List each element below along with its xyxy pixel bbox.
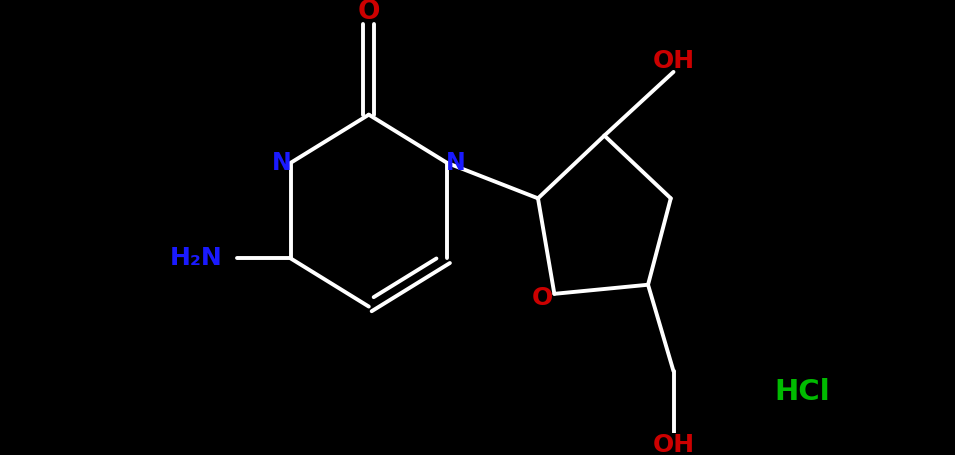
Text: HCl: HCl [775, 378, 831, 406]
Text: N: N [446, 151, 466, 175]
Text: N: N [271, 151, 291, 175]
Text: OH: OH [652, 49, 694, 73]
Text: OH: OH [652, 433, 694, 455]
Text: O: O [532, 286, 553, 310]
Text: O: O [357, 0, 380, 25]
Text: H₂N: H₂N [170, 246, 223, 270]
